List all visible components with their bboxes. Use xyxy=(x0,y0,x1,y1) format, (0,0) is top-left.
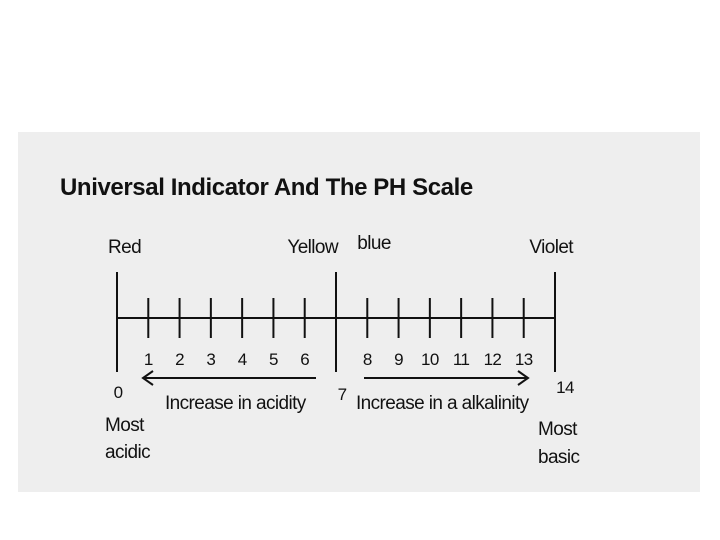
ph-number: 9 xyxy=(394,350,403,369)
ph-number: 2 xyxy=(175,350,184,369)
color-label: Red xyxy=(108,237,141,258)
ph-number: 8 xyxy=(363,350,372,369)
left-end-label: acidic xyxy=(105,442,150,463)
ph-number: 3 xyxy=(206,350,215,369)
alkalinity-arrow-head xyxy=(517,370,530,386)
scan-background xyxy=(18,132,700,492)
alkalinity-label: Increase in a alkalinity xyxy=(356,393,530,414)
ph-number: 12 xyxy=(484,350,502,369)
ph-number: 5 xyxy=(269,350,278,369)
title: Universal Indicator And The PH Scale xyxy=(60,174,473,201)
acidity-label: Increase in acidity xyxy=(165,393,307,414)
right-end-label: Most xyxy=(538,419,578,440)
right-end-label: basic xyxy=(538,447,579,468)
ph-number: 10 xyxy=(421,350,439,369)
ph-number: 11 xyxy=(453,350,470,369)
color-label: Violet xyxy=(529,237,574,258)
acidity-arrow-head xyxy=(141,370,154,386)
color-label: Yellow xyxy=(287,237,339,258)
left-end-label: Most xyxy=(105,415,145,436)
ph-number: 1 xyxy=(144,350,153,369)
color-label: blue xyxy=(357,233,391,254)
ph-number: 6 xyxy=(300,350,309,369)
ph-number: 13 xyxy=(515,350,533,369)
ph-number: 4 xyxy=(238,350,247,369)
ph-number: 7 xyxy=(338,385,347,404)
ph-number: 14 xyxy=(556,378,574,397)
ph-number: 0 xyxy=(114,383,123,402)
